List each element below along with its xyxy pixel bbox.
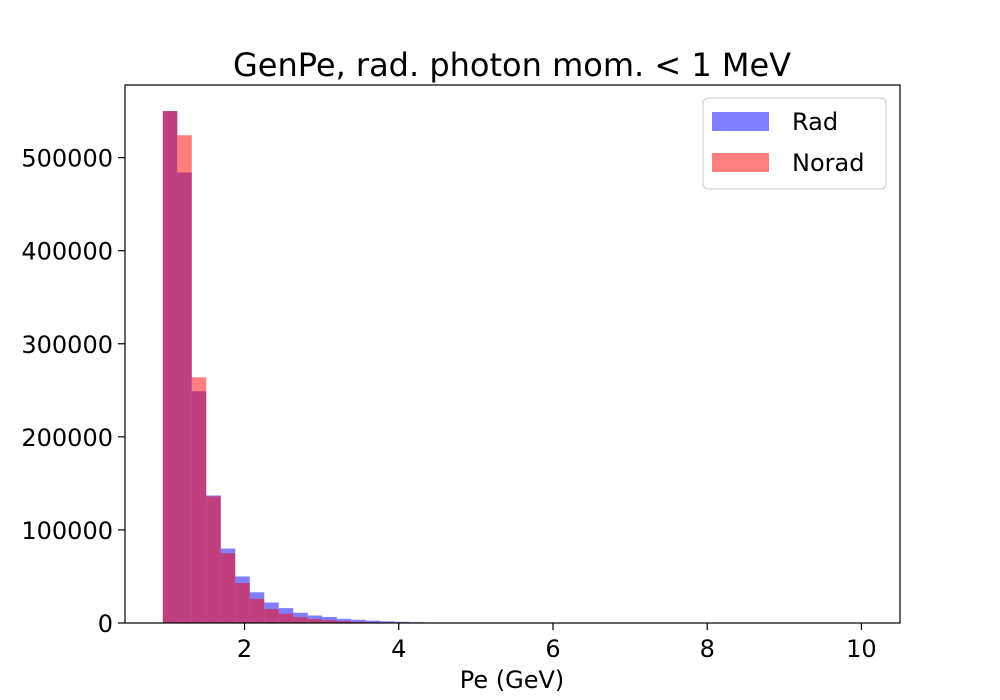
y-tick-label-2: 200000 [21, 424, 113, 452]
bar-norad-9 [293, 616, 308, 623]
plot-area [162, 111, 439, 623]
y-tick-label-1: 100000 [21, 517, 113, 545]
x-tick-label-0: 2 [237, 635, 252, 663]
legend-swatch-rad [712, 112, 769, 131]
bar-norad-12 [336, 621, 352, 623]
bar-rad-15 [380, 621, 395, 623]
bar-norad-3 [206, 496, 221, 623]
bar-norad-5 [235, 582, 250, 623]
bar-rad-13 [351, 619, 366, 623]
series-norad-bars [162, 111, 439, 623]
y-tick-label-4: 400000 [21, 238, 113, 266]
y-tick-label-3: 300000 [21, 331, 113, 359]
x-tick-label-1: 4 [391, 635, 406, 663]
bar-rad-11 [322, 616, 337, 623]
y-axis-ticks: 0 100000 200000 300000 400000 500000 [21, 145, 125, 638]
x-tick-label-2: 6 [545, 635, 560, 663]
x-tick-label-3: 8 [700, 635, 715, 663]
axes-frame [124, 84, 901, 624]
bar-norad-0 [162, 111, 178, 623]
bar-norad-6 [249, 598, 265, 623]
bar-norad-4 [220, 553, 236, 623]
y-tick-label-5: 500000 [21, 145, 113, 173]
bar-norad-8 [278, 613, 294, 623]
x-tick-label-4: 10 [846, 635, 877, 663]
x-axis-label: Pe (GeV) [460, 666, 565, 694]
bar-norad-1 [177, 135, 192, 623]
legend-swatch-norad [712, 153, 769, 172]
x-axis-ticks: 2 4 6 8 10 [237, 623, 877, 663]
bar-rad-14 [365, 620, 381, 623]
bar-norad-11 [322, 620, 337, 623]
legend-label-rad: Rad [792, 108, 838, 136]
bar-rad-16 [394, 621, 410, 623]
bar-rad-12 [336, 618, 352, 623]
chart-title: GenPe, rad. photon mom. < 1 MeV [233, 46, 791, 84]
bar-norad-13 [351, 621, 366, 623]
bar-norad-2 [191, 377, 207, 623]
legend: Rad Norad [702, 97, 887, 190]
bar-norad-7 [264, 609, 279, 623]
y-tick-label-0: 0 [98, 610, 113, 638]
legend-label-norad: Norad [792, 149, 864, 177]
bar-norad-10 [307, 619, 323, 623]
